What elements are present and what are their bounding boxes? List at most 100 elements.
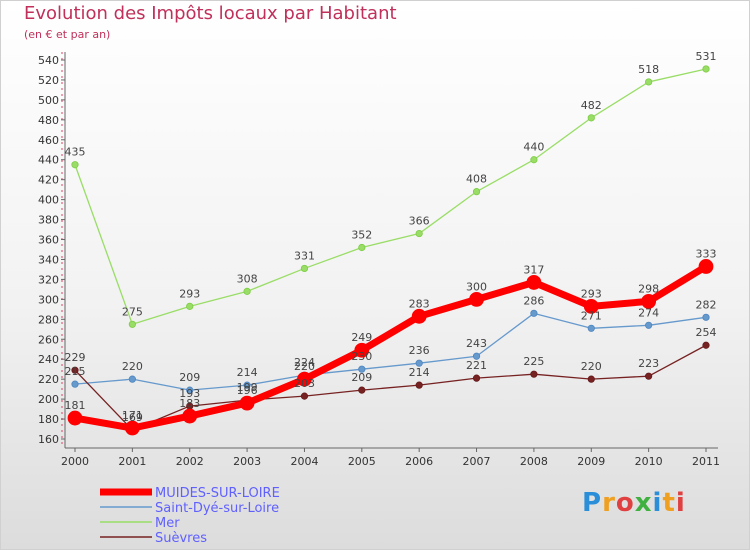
data-point	[186, 302, 194, 310]
proxiti-logo: Proxiti	[582, 488, 686, 518]
y-tick-label: 420	[38, 174, 59, 187]
data-label: 199	[237, 381, 258, 394]
y-tick-label: 220	[38, 373, 59, 386]
y-tick-label: 460	[38, 134, 59, 147]
data-point	[645, 321, 653, 329]
data-label: 298	[638, 282, 659, 295]
data-point	[243, 381, 251, 389]
data-point	[526, 275, 542, 290]
data-label: 223	[638, 357, 659, 370]
data-point	[469, 291, 484, 307]
data-label: 283	[409, 297, 430, 310]
data-point	[239, 395, 255, 411]
y-tick-label: 300	[38, 293, 59, 306]
data-point	[698, 259, 714, 274]
data-label: 221	[466, 359, 487, 372]
data-label: 286	[523, 294, 544, 307]
data-point	[411, 308, 427, 324]
data-label: 282	[696, 298, 717, 311]
data-label: 220	[294, 360, 315, 373]
chart-title: Evolution des Impôts locaux par Habitant	[24, 3, 397, 24]
data-label: 249	[351, 331, 372, 344]
data-label: 171	[122, 409, 143, 422]
data-label: 440	[523, 141, 544, 154]
data-point	[67, 410, 83, 426]
data-label: 203	[294, 377, 315, 390]
x-tick-label: 2005	[348, 455, 376, 468]
x-tick-label: 2003	[233, 455, 261, 468]
data-point	[358, 386, 366, 394]
y-tick-label: 440	[38, 154, 59, 167]
data-point	[186, 386, 194, 394]
data-point	[530, 370, 538, 378]
x-tick-label: 2007	[463, 455, 491, 468]
data-label: 220	[122, 360, 143, 373]
data-point	[71, 161, 79, 169]
data-point	[587, 324, 595, 332]
data-label: 209	[179, 371, 200, 384]
x-tick-label: 2004	[290, 455, 318, 468]
data-label: 229	[65, 351, 86, 364]
y-tick-label: 340	[38, 253, 59, 266]
y-tick-label: 520	[38, 74, 59, 87]
data-label: 214	[409, 366, 430, 379]
data-point	[300, 392, 309, 400]
data-label: 366	[409, 215, 430, 228]
legend-label: Saint-Dyé-sur-Loire	[155, 501, 279, 516]
data-label: 243	[466, 337, 487, 350]
y-tick-label: 160	[38, 433, 59, 446]
data-point	[641, 293, 657, 309]
data-point	[128, 375, 136, 383]
data-label: 293	[581, 287, 602, 300]
data-point	[182, 408, 198, 424]
data-point	[354, 342, 370, 358]
data-point	[530, 156, 538, 164]
data-label: 293	[179, 287, 200, 300]
data-point	[587, 375, 595, 383]
series-saint-dy-sur-loire	[71, 309, 710, 394]
data-point	[702, 341, 710, 349]
x-tick-label: 2009	[577, 455, 605, 468]
data-label: 331	[294, 249, 315, 262]
data-point	[472, 374, 481, 382]
data-point	[583, 298, 599, 314]
y-tick-label: 320	[38, 273, 59, 286]
data-point	[472, 188, 481, 196]
data-point	[645, 78, 653, 86]
x-tick-label: 2010	[635, 455, 663, 468]
data-label: 435	[65, 146, 86, 159]
data-label: 183	[179, 397, 200, 410]
axes	[61, 52, 718, 449]
x-axis-ticks: 2000 2001 2002 2003 2004 2005 2006 2007 2008 2009…	[61, 448, 720, 468]
x-tick-label: 2011	[692, 455, 720, 468]
data-label: 275	[122, 305, 143, 318]
data-label: 230	[351, 350, 372, 363]
data-point	[71, 366, 79, 374]
data-label: 214	[237, 366, 258, 379]
series-mer	[71, 65, 710, 328]
y-tick-label: 260	[38, 333, 59, 346]
data-point	[530, 309, 538, 317]
data-label: 352	[351, 229, 372, 242]
data-label: 220	[581, 360, 602, 373]
y-tick-label: 180	[38, 413, 59, 426]
data-label: 408	[466, 173, 487, 186]
data-label: 274	[638, 306, 659, 319]
y-tick-label: 240	[38, 353, 59, 366]
data-label: 482	[581, 99, 602, 112]
data-label: 215	[65, 365, 86, 378]
data-point	[300, 264, 309, 273]
data-point	[358, 365, 366, 373]
x-tick-label: 2001	[118, 455, 146, 468]
series-line	[74, 312, 707, 391]
series-line	[74, 68, 707, 325]
data-point	[358, 243, 366, 252]
data-label: 196	[237, 384, 258, 397]
data-point	[415, 359, 423, 367]
legend-label: MUIDES-SUR-LOIRE	[155, 486, 280, 501]
data-point	[124, 420, 140, 436]
data-label: 225	[523, 355, 544, 368]
series-layer	[67, 65, 714, 436]
